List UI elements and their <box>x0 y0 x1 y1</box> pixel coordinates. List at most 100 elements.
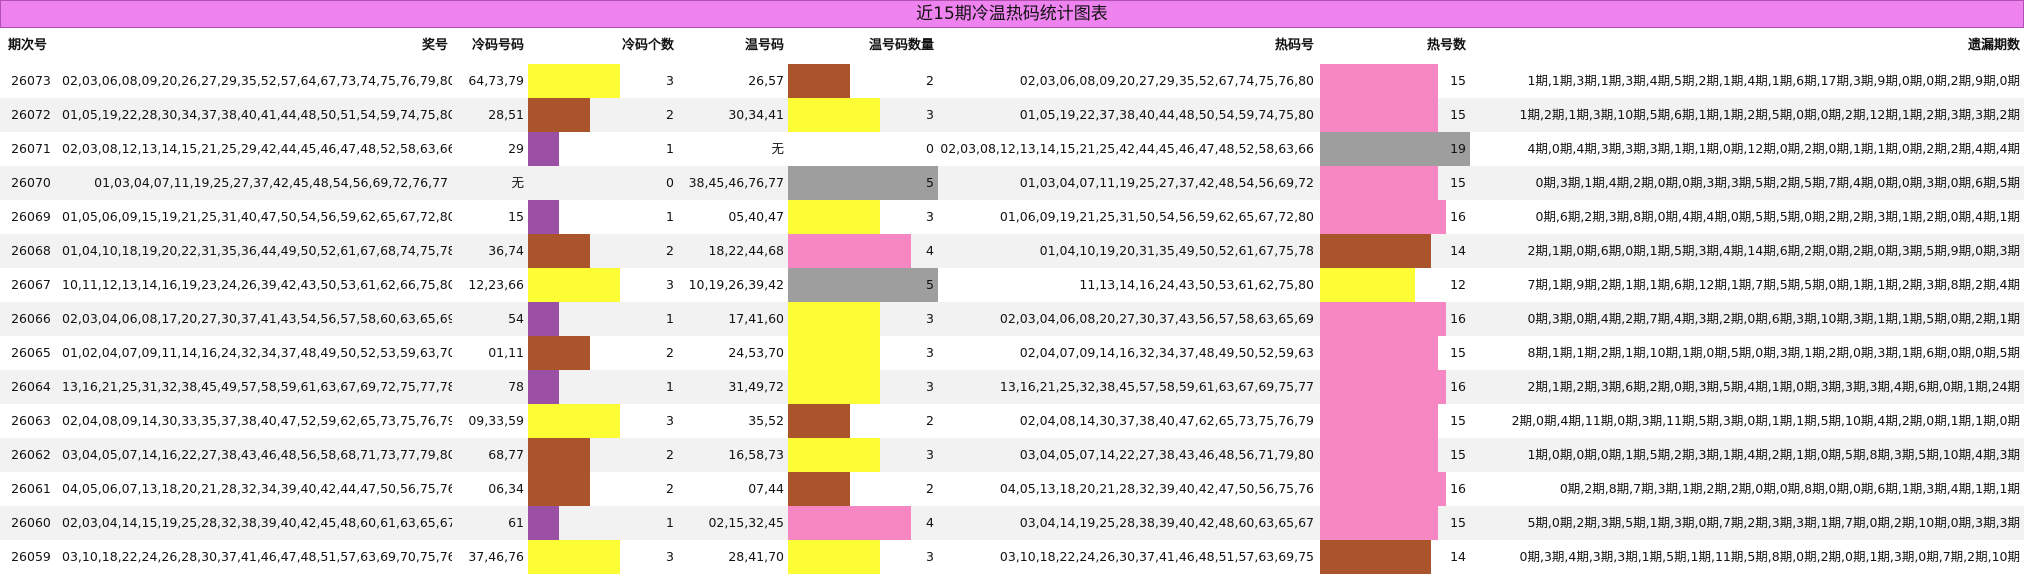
period-cell: 26067 <box>11 277 51 292</box>
hot-count-label: 16 <box>1450 209 1466 224</box>
hot-count-label: 14 <box>1450 243 1466 258</box>
hot-count-label: 16 <box>1450 481 1466 496</box>
cold-count-bar <box>528 438 590 472</box>
cold-numbers-cell: 15 <box>508 209 524 224</box>
table-row: 26061 04,05,06,07,13,18,20,21,28,32,34,39… <box>0 472 2024 506</box>
table-row: 26070 01,03,04,07,11,19,25,27,37,42,45,48… <box>0 166 2024 200</box>
miss-cell: 1期,0期,0期,0期,1期,5期,2期,3期,1期,4期,2期,1期,0期,5… <box>1527 447 2020 462</box>
warm-numbers-cell: 28,41,70 <box>728 549 784 564</box>
warm-count-bar <box>788 268 938 302</box>
hot-count-bar <box>1320 234 1431 268</box>
warm-count-label: 0 <box>926 141 934 156</box>
cold-count-label: 0 <box>666 175 674 190</box>
cold-count-label: 2 <box>666 447 674 462</box>
miss-cell: 0期,3期,1期,4期,2期,0期,0期,3期,3期,5期,2期,5期,7期,4… <box>1535 175 2020 190</box>
hot-count-label: 14 <box>1450 549 1466 564</box>
numbers-cell: 02,03,04,14,15,19,25,28,32,38,39,40,42,4… <box>62 515 452 530</box>
cold-count-label: 1 <box>666 515 674 530</box>
hot-count-bar <box>1320 472 1447 506</box>
hot-count-bar <box>1320 438 1439 472</box>
table-row: 26066 02,03,04,06,08,17,20,27,30,37,41,43… <box>0 302 2024 336</box>
warm-count-bar <box>788 370 881 404</box>
cold-count-label: 3 <box>666 277 674 292</box>
miss-cell: 0期,6期,2期,3期,8期,0期,4期,4期,0期,5期,5期,0期,2期,2… <box>1535 209 2020 224</box>
cold-count-bar <box>528 472 590 506</box>
table-row: 26072 01,05,19,22,28,30,34,37,38,40,41,44… <box>0 98 2024 132</box>
warm-count-label: 2 <box>926 481 934 496</box>
hot-count-bar <box>1320 98 1439 132</box>
hot-count-label: 15 <box>1450 73 1466 88</box>
warm-count-label: 3 <box>926 209 934 224</box>
cold-count-label: 3 <box>666 73 674 88</box>
hot-numbers-cell: 02,04,08,14,30,37,38,40,47,62,65,73,75,7… <box>1019 413 1314 428</box>
cold-count-label: 2 <box>666 345 674 360</box>
hot-count-label: 15 <box>1450 107 1466 122</box>
warm-numbers-cell: 24,53,70 <box>728 345 784 360</box>
numbers-cell: 02,03,04,06,08,17,20,27,30,37,41,43,54,5… <box>62 311 452 326</box>
hot-numbers-cell: 01,04,10,19,20,31,35,49,50,52,61,67,75,7… <box>1039 243 1314 258</box>
cold-numbers-cell: 12,23,66 <box>468 277 524 292</box>
hot-numbers-cell: 02,03,04,06,08,20,27,30,37,43,56,57,58,6… <box>999 311 1314 326</box>
period-cell: 26069 <box>11 209 51 224</box>
warm-numbers-cell: 02,15,32,45 <box>708 515 784 530</box>
warm-numbers-cell: 35,52 <box>748 413 784 428</box>
cold-count-bar <box>528 540 621 574</box>
warm-count-label: 3 <box>926 549 934 564</box>
warm-numbers-cell: 07,44 <box>748 481 784 496</box>
warm-count-label: 3 <box>926 345 934 360</box>
cold-numbers-cell: 37,46,76 <box>468 549 524 564</box>
header-hot: 热码号 <box>1274 38 1314 53</box>
numbers-cell: 02,03,06,08,09,20,26,27,29,35,52,57,64,6… <box>62 73 452 88</box>
period-cell: 26064 <box>11 379 51 394</box>
table-row: 26060 02,03,04,14,15,19,25,28,32,38,39,40… <box>0 506 2024 540</box>
period-cell: 26073 <box>11 73 51 88</box>
cold-numbers-cell: 64,73,79 <box>468 73 524 88</box>
cold-numbers-cell: 29 <box>508 141 524 156</box>
cold-count-bar <box>528 302 559 336</box>
miss-cell: 0期,3期,4期,3期,3期,1期,5期,1期,11期,5期,8期,0期,2期,… <box>1519 549 2020 564</box>
warm-numbers-cell: 05,40,47 <box>728 209 784 224</box>
cold-count-bar <box>528 234 590 268</box>
table-row: 26067 10,11,12,13,14,16,19,23,24,26,39,42… <box>0 268 2024 302</box>
hot-numbers-cell: 03,04,14,19,25,28,38,39,40,42,48,60,63,6… <box>1019 515 1314 530</box>
warm-count-label: 3 <box>926 311 934 326</box>
warm-count-bar <box>788 200 881 234</box>
cold-count-bar <box>528 98 590 132</box>
hot-numbers-cell: 02,03,06,08,09,20,27,29,35,52,67,74,75,7… <box>1019 73 1314 88</box>
numbers-cell: 03,04,05,07,14,16,22,27,38,43,46,48,56,5… <box>62 447 452 462</box>
hot-numbers-cell: 02,03,08,12,13,14,15,21,25,42,44,45,46,4… <box>940 141 1314 156</box>
hot-count-label: 15 <box>1450 447 1466 462</box>
hot-count-bar <box>1320 404 1439 438</box>
hot-numbers-cell: 03,04,05,07,14,22,27,38,43,46,48,56,71,7… <box>1019 447 1314 462</box>
warm-numbers-cell: 38,45,46,76,77 <box>688 175 784 190</box>
table-row: 26071 02,03,08,12,13,14,15,21,25,29,42,44… <box>0 132 2024 166</box>
warm-numbers-cell: 26,57 <box>748 73 784 88</box>
period-cell: 26072 <box>11 107 51 122</box>
warm-numbers-cell: 10,19,26,39,42 <box>688 277 784 292</box>
cold-numbers-cell: 06,34 <box>488 481 524 496</box>
cold-count-bar <box>528 404 621 438</box>
warm-numbers-cell: 31,49,72 <box>728 379 784 394</box>
cold-count-bar <box>528 64 621 98</box>
numbers-cell: 10,11,12,13,14,16,19,23,24,26,39,42,43,5… <box>62 277 452 292</box>
cold-count-label: 2 <box>666 481 674 496</box>
hot-count-bar <box>1320 370 1447 404</box>
miss-cell: 0期,3期,0期,4期,2期,7期,4期,3期,2期,0期,6期,3期,10期,… <box>1527 311 2020 326</box>
table-row: 26068 01,04,10,18,19,20,22,31,35,36,44,49… <box>0 234 2024 268</box>
warm-count-bar <box>788 336 881 370</box>
table-row: 26065 01,02,04,07,09,11,14,16,24,32,34,37… <box>0 336 2024 370</box>
cold-count-bar <box>528 268 621 302</box>
hot-numbers-cell: 01,06,09,19,21,25,31,50,54,56,59,62,65,6… <box>999 209 1314 224</box>
cold-count-label: 2 <box>666 243 674 258</box>
hot-count-label: 16 <box>1450 311 1466 326</box>
warm-count-label: 3 <box>926 447 934 462</box>
cold-numbers-cell: 36,74 <box>488 243 524 258</box>
warm-numbers-cell: 16,58,73 <box>728 447 784 462</box>
miss-cell: 1期,1期,3期,1期,3期,4期,5期,2期,1期,4期,1期,6期,17期,… <box>1527 73 2020 88</box>
table-row: 26059 03,10,18,22,24,26,28,30,37,41,46,47… <box>0 540 2024 574</box>
hot-numbers-cell: 13,16,21,25,32,38,45,57,58,59,61,63,67,6… <box>999 379 1314 394</box>
warm-count-bar <box>788 64 850 98</box>
header-hot-count: 热号数 <box>1426 38 1466 53</box>
warm-count-label: 4 <box>926 243 934 258</box>
table-row: 26062 03,04,05,07,14,16,22,27,38,43,46,48… <box>0 438 2024 472</box>
